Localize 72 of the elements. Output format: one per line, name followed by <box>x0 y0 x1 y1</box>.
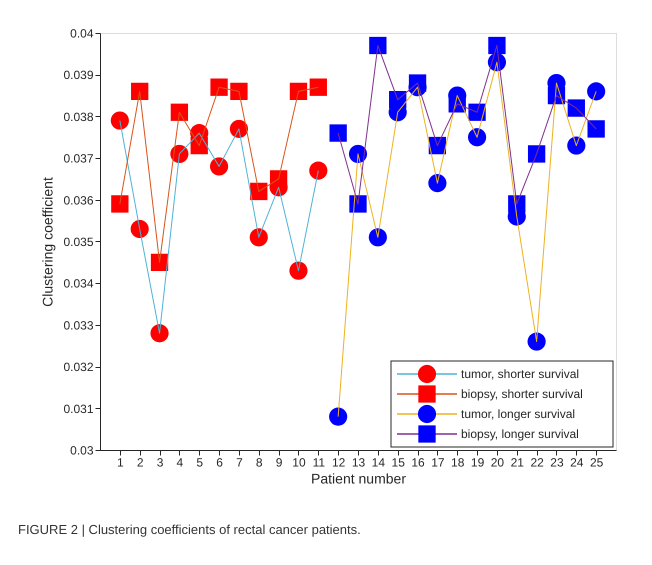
point <box>110 112 129 130</box>
legend-label: tumor, longer survival <box>461 407 576 421</box>
x-tick-label: 21 <box>510 456 524 470</box>
point <box>210 157 228 176</box>
y-tick-label: 0.035 <box>63 235 94 249</box>
y-tick-label: 0.038 <box>63 110 94 124</box>
x-tick-label: 22 <box>530 456 544 470</box>
point <box>130 220 149 238</box>
y-axis-title: Clustering coefficient <box>39 177 56 307</box>
caption: FIGURE 2 | Clustering coefficients of rectal cancer patients. <box>18 522 361 537</box>
point <box>131 82 148 100</box>
y-tick-label: 0.036 <box>63 193 94 208</box>
point <box>270 170 288 188</box>
y-tick-label: 0.03 <box>70 444 94 458</box>
point <box>210 78 228 96</box>
point <box>568 99 585 117</box>
point <box>567 136 586 155</box>
x-tick-label: 23 <box>550 456 564 470</box>
point <box>289 262 308 280</box>
x-tick-label: 18 <box>451 456 465 470</box>
x-tick-label: 2 <box>136 456 144 470</box>
point <box>528 145 546 163</box>
x-tick-label: 12 <box>332 456 346 470</box>
y-tick-label: 0.039 <box>63 68 94 82</box>
x-tick-label: 17 <box>431 456 445 470</box>
x-tick-label: 11 <box>312 456 326 470</box>
y-tick-label: 0.033 <box>63 318 94 332</box>
point <box>250 228 268 246</box>
point <box>488 36 506 54</box>
point <box>111 195 129 213</box>
y-tick-label: 0.037 <box>63 152 94 166</box>
point <box>389 91 406 108</box>
x-tick-label: 15 <box>392 456 406 470</box>
x-tick-label: 1 <box>117 456 124 470</box>
x-tick-label: 14 <box>372 456 386 470</box>
point <box>369 36 387 54</box>
point <box>309 162 328 180</box>
point <box>468 128 486 146</box>
x-tick-label: 19 <box>470 456 485 470</box>
x-tick-label: 13 <box>352 456 366 470</box>
point <box>587 120 605 138</box>
point <box>310 78 327 96</box>
point <box>170 104 188 121</box>
x-axis-title: Patient number <box>311 470 406 486</box>
legend-label: tumor, shorter survival <box>461 367 580 381</box>
point <box>290 82 308 100</box>
x-tick-label: 3 <box>156 456 164 470</box>
point <box>368 228 387 246</box>
x-tick-label: 4 <box>176 456 184 470</box>
x-tick-label: 9 <box>276 456 283 470</box>
legend-label: biopsy, longer survival <box>461 427 579 441</box>
x-tick-label: 25 <box>590 456 604 470</box>
x-tick-label: 16 <box>411 456 426 470</box>
y-tick-label: 0.031 <box>63 402 94 416</box>
point <box>150 324 169 342</box>
y-tick-label: 0.034 <box>63 276 94 291</box>
point <box>428 174 446 192</box>
point <box>528 332 546 351</box>
legend-label: biopsy, shorter survival <box>461 387 583 401</box>
y-tick-label: 0.04 <box>70 26 94 40</box>
y-tick-label: 0.032 <box>63 360 94 374</box>
x-tick-label: 10 <box>292 456 306 470</box>
x-tick-label: 5 <box>196 456 204 470</box>
point <box>587 82 606 100</box>
x-tick-label: 24 <box>570 456 584 470</box>
x-tick-label: 7 <box>236 456 244 470</box>
point <box>329 124 347 142</box>
x-tick-label: 6 <box>216 456 224 470</box>
x-tick-label: 20 <box>490 456 504 470</box>
point <box>230 82 248 100</box>
x-tick-label: 8 <box>256 456 263 470</box>
point <box>329 408 348 426</box>
